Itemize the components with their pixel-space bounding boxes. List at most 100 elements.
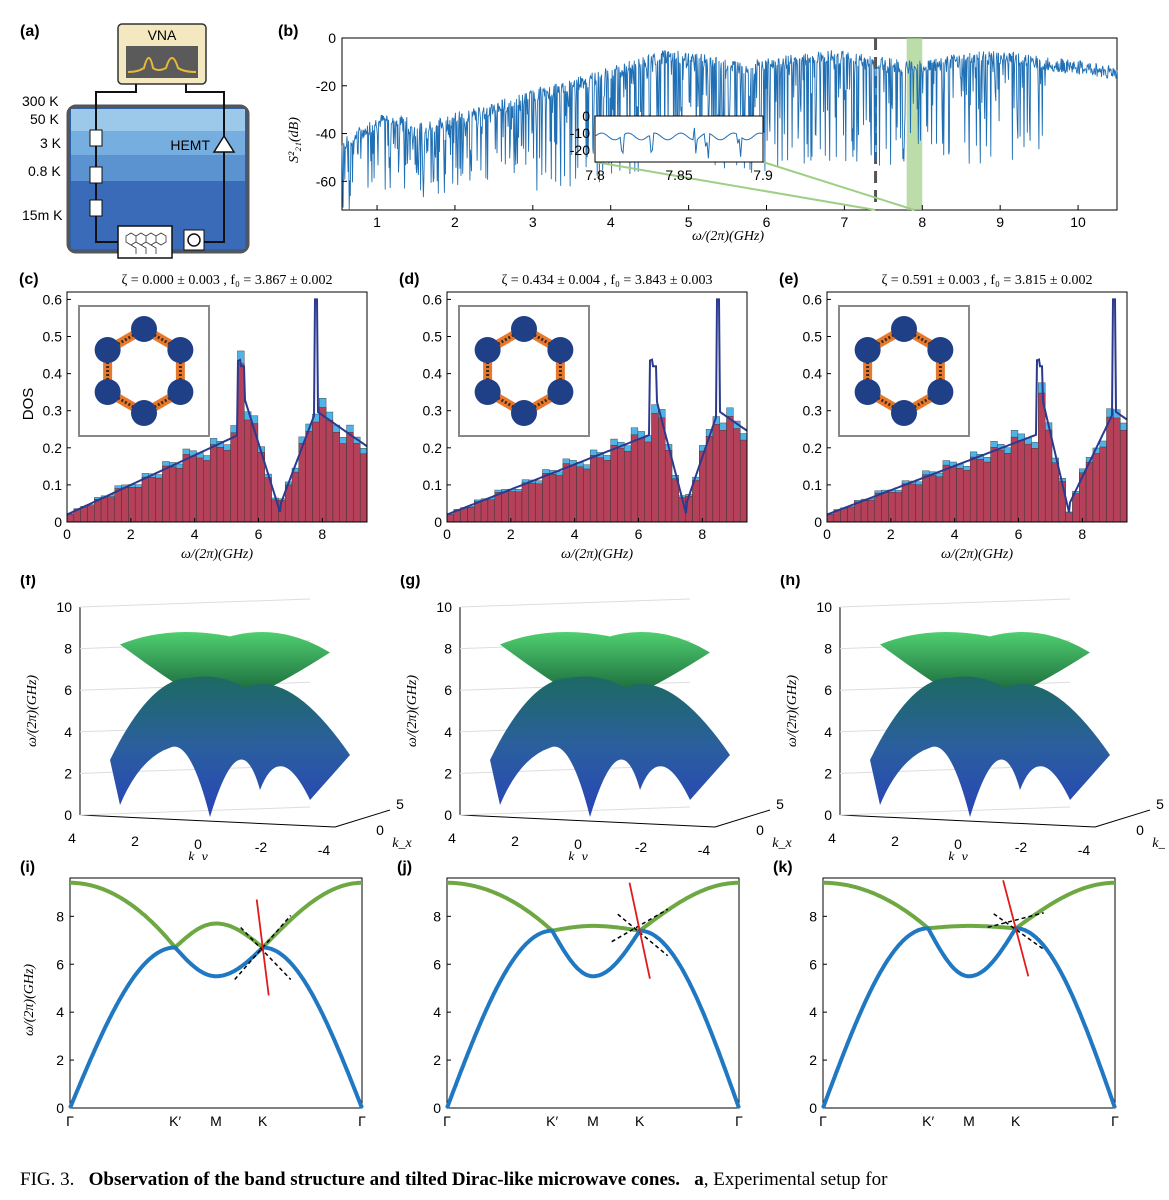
kx-label: k_x xyxy=(772,836,792,851)
caption-panel-ref: a xyxy=(694,1169,704,1190)
histogram-bar-red xyxy=(155,477,163,523)
z-tick-label: 6 xyxy=(444,682,452,698)
y-tick-label: 8 xyxy=(433,908,441,924)
histogram-bar-red xyxy=(87,505,95,523)
x-tick-label: Γ xyxy=(443,1113,451,1129)
ky-axis xyxy=(459,814,716,828)
histogram-bar-red xyxy=(922,474,930,523)
temp-08k: 0.8 K xyxy=(28,163,61,179)
hemt-amplifier-icon xyxy=(212,134,236,153)
temp-3k: 3 K xyxy=(40,135,62,151)
lower-band-surface xyxy=(490,676,730,817)
histogram-bar-red xyxy=(312,421,320,523)
histogram-bar-red xyxy=(196,457,204,523)
lower-band-line xyxy=(68,945,364,1109)
resonator-node xyxy=(547,337,574,363)
histogram-bar-red xyxy=(888,492,896,523)
resonator-node xyxy=(474,337,501,363)
resonator-meander xyxy=(143,390,182,415)
histogram-bar-red xyxy=(692,480,700,523)
histogram-bar-red xyxy=(467,507,475,523)
upper-band-line xyxy=(70,880,362,951)
stage-50k xyxy=(71,109,245,131)
x-tick-label: 4 xyxy=(951,526,959,542)
histogram-bar-red xyxy=(596,457,605,523)
histogram-bar-red xyxy=(305,431,313,523)
grid-line xyxy=(459,806,691,816)
x-tick-label: K′ xyxy=(922,1113,934,1129)
dirac-cone-asymptote xyxy=(617,913,669,957)
z-tick-label: 2 xyxy=(824,765,832,781)
histogram-bar-red xyxy=(114,488,122,523)
resonator-node xyxy=(167,379,194,405)
x-tick-label: K′ xyxy=(169,1113,181,1129)
histogram-bar-red xyxy=(562,463,570,523)
lower-band-surface xyxy=(870,676,1110,817)
resonator-node xyxy=(94,379,121,405)
band-frame xyxy=(446,877,740,1109)
resonator-meander xyxy=(106,390,145,415)
inset-x-tick-label: 7.8 xyxy=(585,167,605,183)
kx-tick-label: 5 xyxy=(776,796,784,812)
band-panel-label: (i) xyxy=(20,860,35,876)
ky-tick-label: 0 xyxy=(194,836,202,852)
histogram-bar-red xyxy=(726,416,734,523)
histogram-bar-red xyxy=(589,455,598,523)
histogram-bar-red xyxy=(339,443,347,523)
sample-box xyxy=(117,225,173,259)
histogram-bar-red xyxy=(169,466,177,523)
ky-tick-label: 2 xyxy=(131,833,139,849)
x-tick-label: Γ xyxy=(819,1113,827,1129)
kx-label: k_x xyxy=(392,836,412,851)
y-tick-label: 0.1 xyxy=(43,477,63,493)
y-tick-label: 0.2 xyxy=(803,440,823,456)
tilt-axis-line xyxy=(255,899,270,996)
histogram-bar-red xyxy=(203,460,211,523)
histogram-bar-red xyxy=(854,501,862,523)
histogram-bar-red xyxy=(474,501,482,523)
histogram-bar-red xyxy=(664,449,673,523)
dos-xlabel: ω/(2π)(GHz) xyxy=(561,547,633,562)
y-tick-label: 0 xyxy=(54,514,62,530)
honeycomb-lattice-icon xyxy=(125,232,167,254)
resonator-node xyxy=(927,379,954,405)
histogram-bar-red xyxy=(658,417,666,523)
z-tick-label: 8 xyxy=(64,641,72,657)
x-tick-label: Γ xyxy=(1111,1113,1119,1129)
ky-tick-label: 0 xyxy=(954,836,962,852)
histogram-bar-red xyxy=(319,407,327,523)
histogram-bar-red xyxy=(997,449,1005,523)
y-tick-label: 0.2 xyxy=(43,440,63,456)
lower-band-surface xyxy=(110,676,350,817)
histogram-bar-red xyxy=(569,464,577,523)
histogram-bar-red xyxy=(1051,462,1060,523)
histogram-bar-red xyxy=(963,470,971,523)
histogram-bar-red xyxy=(494,492,502,523)
attenuator-icon xyxy=(89,199,103,217)
x-tick-label: 2 xyxy=(451,214,459,230)
histogram-bar-red xyxy=(1031,448,1039,523)
ky-axis xyxy=(839,814,1096,828)
kx-tick-label: 0 xyxy=(1136,822,1144,838)
histogram-bar-red xyxy=(603,460,611,523)
y-tick-label: 0.1 xyxy=(803,477,823,493)
histogram-bar-red xyxy=(325,419,334,523)
dos-panel-d: (d) ζ = 0.434 ± 0.004 , f₀ = 3.843 ± 0.00… xyxy=(399,271,748,562)
y-tick-label: 0.6 xyxy=(803,291,823,307)
y-tick-label: 8 xyxy=(56,908,64,924)
z-tick-label: 6 xyxy=(64,682,72,698)
dos-panel-label: (c) xyxy=(19,271,39,288)
circulator-icon xyxy=(187,233,201,247)
band-panel-i: (i) 0 2 4 6 8 Γ K′ M K Γ xyxy=(20,860,366,1129)
dirac-cone-asymptote xyxy=(993,913,1045,950)
ky-tick-label: -2 xyxy=(1015,839,1028,855)
histogram-bar-red xyxy=(1085,461,1094,523)
z-tick-label: 10 xyxy=(56,599,72,615)
hemt-label: HEMT xyxy=(170,137,210,153)
histogram-bar-red xyxy=(617,447,625,523)
y-tick-label: 0.4 xyxy=(423,366,443,382)
histogram-bar-red xyxy=(644,441,652,523)
z-tick-label: 0 xyxy=(824,807,832,823)
y-tick-label: 0.5 xyxy=(423,329,443,345)
